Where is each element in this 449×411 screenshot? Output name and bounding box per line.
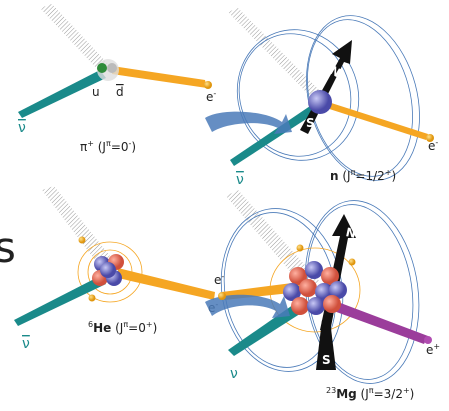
text-part: (J (357, 387, 369, 401)
neutrino-label: ν (22, 336, 30, 352)
electron-beam (118, 268, 215, 300)
text-part: =0 (128, 321, 146, 335)
pole-label: S (306, 116, 315, 130)
caption: n (Jπ=1/2+) (330, 168, 396, 183)
text-part: =0 (111, 140, 129, 154)
quark (97, 63, 107, 73)
side-letter: s (0, 223, 16, 272)
page: s u d e- ν π+ (Jπ=0-) N S e- ν n (Jπ=1/2… (0, 0, 449, 411)
text-part: =3/2 (374, 387, 403, 401)
text-part: e (206, 90, 213, 104)
caption: 23Mg (Jπ=3/2+) (326, 386, 414, 401)
text-part: =1/2 (355, 169, 384, 183)
text-part: ) (131, 140, 136, 154)
text-part: ) (392, 169, 397, 183)
electron-label: e- (428, 138, 438, 153)
pole-label: S (322, 353, 331, 367)
electron (204, 81, 212, 89)
panel-magnesium: N S e- e+ ν 23Mg (Jπ=3/2+) (205, 190, 440, 401)
neutrino-label: ν (230, 366, 238, 382)
text-part: - (213, 89, 216, 98)
neutrino-label: ν (18, 120, 26, 136)
neutron (308, 90, 332, 114)
text-part: Mg (336, 387, 357, 401)
text-part: (J (339, 169, 351, 183)
text-part: - (221, 272, 224, 281)
text-part: n (330, 169, 339, 183)
text-part: π (80, 140, 87, 154)
electron (297, 245, 304, 252)
electron (89, 295, 96, 302)
quark-label: u (92, 85, 100, 99)
text-part: e (426, 343, 433, 357)
electron-label: e- (206, 89, 216, 104)
text-part: He (93, 321, 111, 335)
diagram: s u d e- ν π+ (Jπ=0-) N S e- ν n (Jπ=1/2… (0, 0, 449, 411)
electron (79, 237, 86, 244)
spin-arrow (205, 295, 290, 318)
text-part: 23 (326, 386, 336, 395)
text-part: + (87, 139, 94, 148)
panel-pion: u d e- ν π+ (Jπ=0-) (18, 4, 216, 154)
electron-beam (112, 66, 207, 88)
quark-label: d (116, 85, 124, 99)
neutrino-beam (230, 102, 320, 166)
panel-helium: e- ν 6He (Jπ=0+) (14, 186, 218, 352)
text-part: (J (94, 140, 106, 154)
antiquark (107, 63, 117, 73)
text-part: + (146, 320, 153, 329)
text-part: e (214, 273, 221, 287)
pole-label: N (345, 225, 358, 241)
text-part: e (428, 139, 435, 153)
caption: 6He (Jπ=0+) (88, 320, 157, 335)
electron (218, 292, 226, 300)
electron (349, 259, 356, 266)
beam-cone (40, 4, 110, 72)
panel-neutron: N S e- ν n (Jπ=1/2+) (205, 3, 438, 193)
electron-label: e- (214, 272, 224, 287)
caption: π+ (Jπ=0-) (80, 139, 136, 154)
text-part: ) (410, 387, 415, 401)
positron-label: e+ (426, 342, 440, 357)
spin-arrow (205, 112, 292, 134)
text-part: + (403, 386, 410, 395)
text-part: + (385, 168, 392, 177)
text-part: + (433, 342, 440, 351)
text-part: ) (153, 321, 158, 335)
text-part: - (435, 138, 438, 147)
text-part: (J (111, 321, 123, 335)
neutrino-label: ν (236, 172, 244, 188)
